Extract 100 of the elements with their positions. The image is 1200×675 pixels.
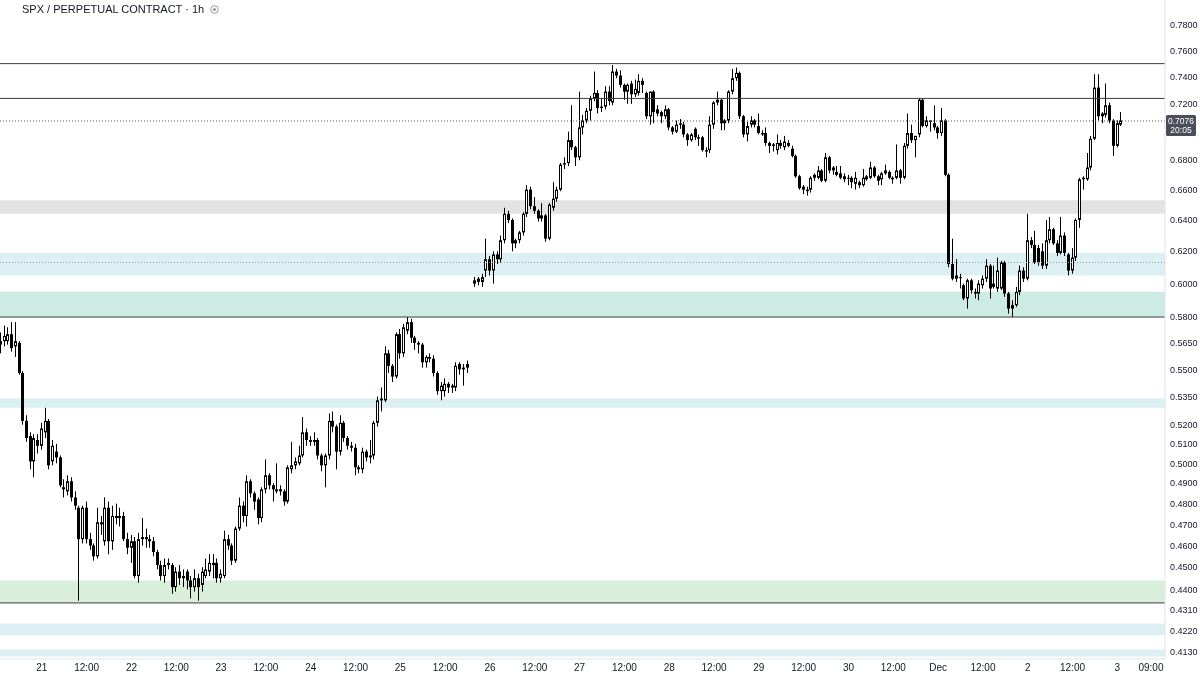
x-tick-label: 2: [1024, 662, 1031, 674]
candlestick: [604, 85, 607, 110]
y-tick-label: 0.4700: [1170, 519, 1198, 530]
chart-title: SPX / PERPETUAL CONTRACT · 1h: [22, 3, 205, 15]
y-tick-label: 0.7200: [1170, 99, 1198, 110]
candlestick: [208, 553, 211, 577]
x-tick-label: 12:00: [432, 662, 459, 674]
x-tick-label: Dec: [929, 662, 948, 674]
candlestick: [955, 258, 958, 283]
candlestick: [1104, 83, 1107, 119]
candlestick: [141, 517, 144, 547]
candlestick: [1037, 244, 1040, 267]
candlestick: [910, 124, 913, 144]
candlestick: [432, 354, 435, 378]
x-tick-label: 3: [1114, 662, 1121, 674]
candlestick: [929, 119, 932, 133]
x-tick-label: 12:00: [74, 662, 100, 674]
y-tick-label: 0.5000: [1170, 458, 1198, 469]
candlestick: [152, 536, 155, 557]
y-tick-label: 0.6600: [1170, 184, 1198, 195]
y-tick-label: 0.4800: [1170, 498, 1198, 509]
candlestick: [70, 476, 73, 503]
x-tick-label: 12:00: [701, 662, 727, 674]
candlestick: [649, 91, 652, 126]
candlestick: [10, 321, 13, 353]
candlestick: [40, 422, 43, 451]
y-tick-label: 0.6800: [1170, 155, 1198, 166]
candlestick: [436, 370, 439, 396]
candlestick: [361, 447, 364, 474]
x-tick-label: 24: [305, 662, 317, 674]
x-tick-label: 12:00: [522, 662, 548, 674]
text: 20:05: [1170, 125, 1192, 135]
ref-line-label: 0.7076: [1168, 116, 1195, 126]
y-tick-label: 0.4400: [1170, 584, 1198, 595]
y-tick-label: 0.4130: [1170, 647, 1198, 658]
y-tick-label: 0.4500: [1170, 562, 1198, 573]
candlestick: [667, 107, 670, 131]
y-tick-label: 0.4600: [1170, 540, 1198, 551]
x-tick-label: 12:00: [253, 662, 279, 674]
y-tick-label: 0.5350: [1170, 391, 1198, 402]
x-tick-label: 27: [574, 662, 586, 674]
x-tick-label: 23: [215, 662, 228, 674]
x-tick-label: 21: [36, 662, 48, 674]
y-tick-label: 0.6000: [1170, 278, 1198, 289]
candlestick: [488, 255, 491, 276]
y-tick-label: 0.4220: [1170, 625, 1198, 636]
x-tick-label: 22: [125, 662, 138, 674]
candlestick: [757, 113, 760, 135]
x-tick-label: 12:00: [970, 662, 996, 674]
x-tick-label: 12:00: [163, 662, 190, 674]
candlestick: [1041, 242, 1044, 270]
candlestick: [645, 91, 648, 120]
candlestick: [966, 278, 969, 310]
x-tick-label: 09:00: [1138, 662, 1164, 674]
y-tick-label: 0.5800: [1170, 312, 1198, 323]
candlestick: [824, 152, 827, 183]
y-tick-label: 0.7400: [1170, 72, 1198, 83]
candlestick: [1067, 252, 1070, 276]
candlestick: [1063, 231, 1066, 257]
candlestick: [163, 558, 166, 584]
candlestick: [529, 186, 532, 210]
candlestick: [122, 511, 125, 542]
candlestick: [652, 89, 655, 124]
candlestick: [951, 238, 954, 281]
candlestick: [847, 174, 850, 186]
candlestick: [589, 95, 592, 121]
y-tick-label: 0.5100: [1170, 439, 1198, 450]
candlestick: [484, 238, 487, 278]
candlestick: [895, 143, 898, 180]
candlestick: [996, 257, 999, 293]
y-tick-label: 0.7800: [1170, 20, 1198, 31]
y-tick-label: 0.5200: [1170, 419, 1198, 430]
candlestick: [630, 80, 633, 105]
x-tick-label: 12:00: [1060, 662, 1086, 674]
x-tick-label: 28: [663, 662, 676, 674]
x-tick-label: 26: [484, 662, 496, 674]
x-tick-label: 12:00: [791, 662, 817, 674]
candlestick: [171, 562, 174, 595]
y-tick-label: 0.7600: [1170, 45, 1198, 56]
candlestick: [443, 377, 446, 398]
y-tick-label: 0.6400: [1170, 215, 1198, 226]
candlestick: [174, 566, 177, 593]
x-tick-label: 12:00: [880, 662, 907, 674]
x-tick-label: 30: [842, 662, 855, 674]
candlestick: [178, 564, 181, 586]
y-tick-label: 0.4900: [1170, 478, 1198, 489]
x-tick-label: 29: [753, 662, 765, 674]
candlestick: [376, 396, 379, 428]
y-tick-label: 0.6200: [1170, 246, 1198, 257]
y-tick-label: 0.5500: [1170, 364, 1198, 375]
candlestick: [1108, 102, 1111, 124]
candlestick: [215, 558, 218, 584]
x-tick-label: 25: [394, 662, 407, 674]
x-tick-label: 12:00: [611, 662, 638, 674]
candlestick: [264, 458, 267, 494]
candlestick: [197, 573, 200, 602]
candlestick: [742, 114, 745, 138]
candlestick: [421, 342, 424, 369]
candlestick: [66, 474, 69, 496]
candlestick: [126, 532, 129, 555]
